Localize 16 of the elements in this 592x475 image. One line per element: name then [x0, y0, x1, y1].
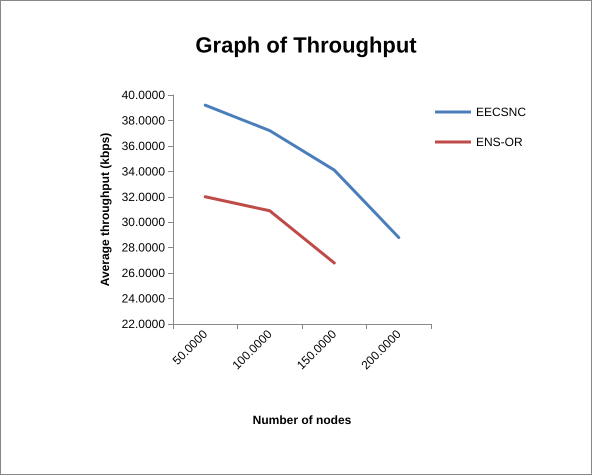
legend-label: ENS-OR	[476, 135, 523, 149]
y-axis-title: Average throughput (kbps)	[98, 132, 112, 286]
y-tick-label: 28.0000	[122, 240, 166, 255]
legend-label: EECSNC	[476, 105, 526, 119]
y-tick-label: 40.0000	[122, 88, 166, 102]
line-series	[204, 104, 400, 239]
y-tick-label: 30.0000	[122, 215, 166, 230]
y-tick-label: 24.0000	[122, 292, 166, 306]
y-tick-label: 32.0000	[122, 190, 166, 204]
y-tick-label: 34.0000	[122, 164, 166, 178]
x-axis-title: Number of nodes	[252, 413, 352, 427]
y-tick-label: 36.0000	[122, 138, 166, 153]
chart-title: Graph of Throughput	[195, 32, 418, 58]
y-tick-label: 38.0000	[122, 113, 166, 128]
y-tick-label: 22.0000	[122, 317, 166, 331]
y-tick-label: 26.0000	[122, 266, 166, 280]
